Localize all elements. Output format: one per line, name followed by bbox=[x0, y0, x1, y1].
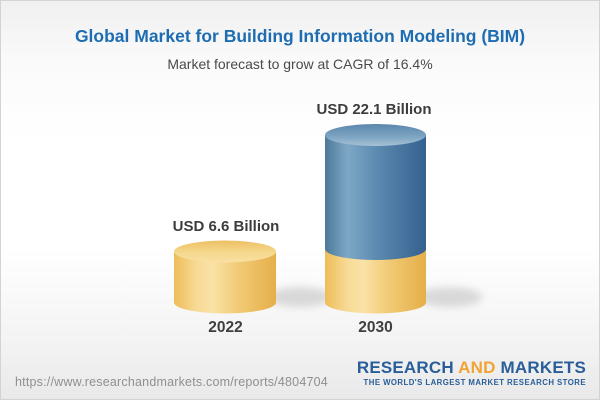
logo-word-research: RESEARCH bbox=[356, 358, 454, 377]
cylinder-2030 bbox=[325, 124, 426, 314]
cylinder-2022-bottom bbox=[174, 291, 276, 314]
value-label-2022: USD 6.6 Billion bbox=[173, 218, 280, 235]
logo-word-and: AND bbox=[458, 358, 496, 377]
logo-wordmark: RESEARCH AND MARKETS bbox=[357, 359, 586, 376]
shadow-2022 bbox=[268, 287, 332, 307]
cylinder-2030-bottom bbox=[325, 291, 426, 314]
chart-header: Global Market for Building Information M… bbox=[1, 26, 599, 72]
cylinder-2030-lid bbox=[325, 124, 426, 146]
cylinder-2030-blue-body bbox=[325, 135, 426, 249]
chart-title: Global Market for Building Information M… bbox=[74, 26, 526, 46]
cylinder-2022-lid bbox=[174, 240, 276, 263]
report-url: https://www.researchandmarkets.com/repor… bbox=[15, 375, 328, 389]
shadow-2030 bbox=[418, 287, 482, 307]
value-label-2030: USD 22.1 Billion bbox=[316, 101, 431, 118]
cylinder-2022 bbox=[174, 240, 276, 314]
logo-tagline: THE WORLD'S LARGEST MARKET RESEARCH STOR… bbox=[363, 378, 586, 387]
cylinder-2030-blue-bottom-rim bbox=[325, 238, 426, 260]
research-and-markets-logo: RESEARCH AND MARKETS THE WORLD'S LARGEST… bbox=[357, 359, 586, 387]
category-label-2022: 2022 bbox=[208, 319, 242, 336]
logo-word-markets: MARKETS bbox=[500, 358, 586, 377]
category-label-2030: 2030 bbox=[358, 319, 392, 336]
chart-subtitle: Market forecast to grow at CAGR of 16.4% bbox=[167, 56, 433, 72]
